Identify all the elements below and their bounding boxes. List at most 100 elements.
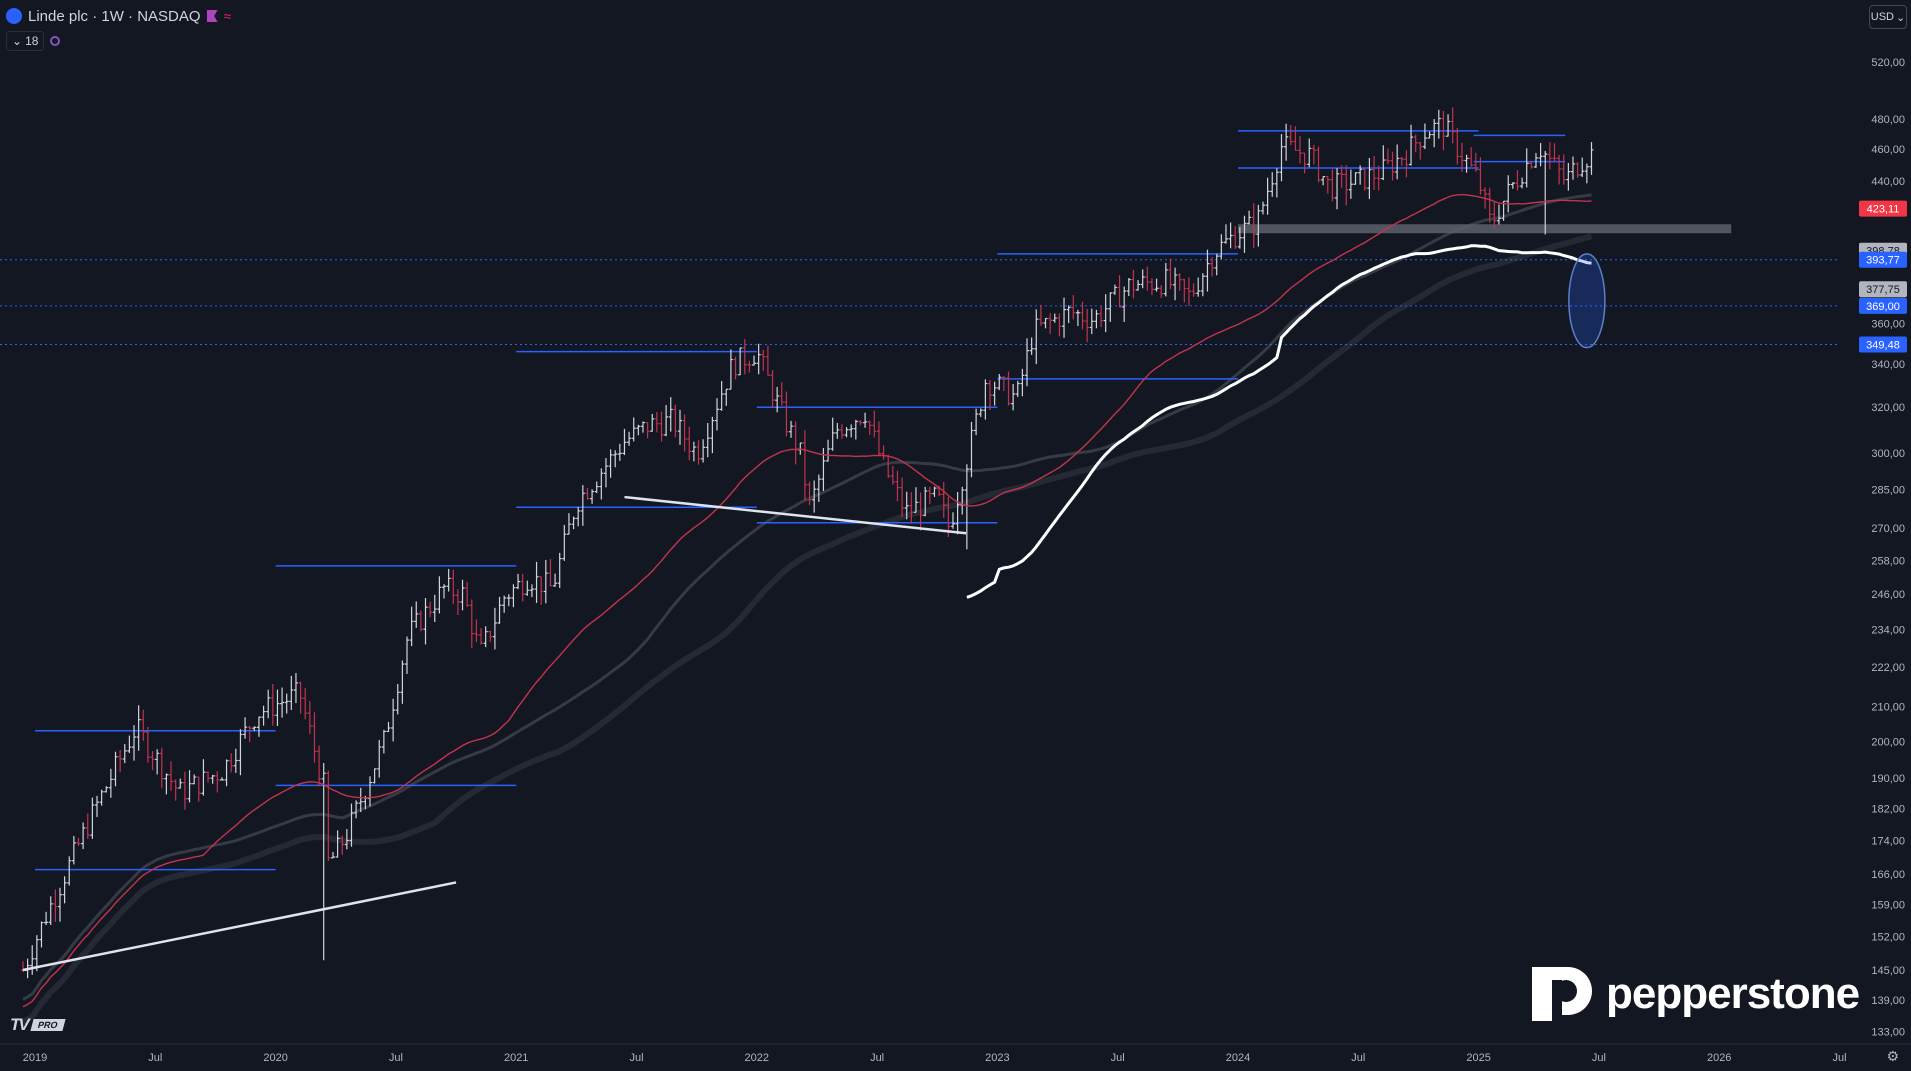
ohlc-bar [904,491,909,520]
ohlc-bar [1325,175,1330,194]
ohlc-bar [377,739,382,778]
ohlc-bar [1191,283,1196,297]
ohlc-bar [1126,278,1131,297]
settings-circle-icon[interactable] [50,36,61,46]
ohlc-bar [187,770,192,803]
ohlc-bar [562,524,567,561]
ohlc-bar [275,689,280,726]
ohlc-bar [1399,157,1404,166]
ohlc-bar [118,749,123,773]
symbol-header[interactable]: Linde plc · 1W · NASDAQ ≈ [6,6,231,26]
ohlc-bar [1344,165,1349,206]
ohlc-bar [1001,376,1006,392]
price-axis[interactable]: 520,00480,00460,00440,00400,00360,00340,… [1859,57,1907,1038]
ohlc-bar [923,486,928,517]
ohlc-bar [983,379,988,420]
y-tick-label: 200,00 [1871,736,1905,748]
ohlc-bar [747,360,752,373]
ohlc-bar [1376,165,1381,191]
chevron-down-icon: ⌄ [12,34,23,48]
ohlc-bar [405,636,410,674]
ohlc-bar [1353,172,1358,185]
y-tick-label: 145,00 [1871,965,1905,977]
ohlc-bar [1469,147,1474,167]
time-axis[interactable]: 2019 Jul 2020 Jul 2021 Jul 2022 Jul 2023 Jul 2024 J… [0,1043,1911,1064]
ohlc-bar [1196,277,1201,297]
drawings[interactable] [22,253,1606,972]
ohlc-bar [1131,269,1136,299]
ohlc-bar [1219,234,1224,260]
ohlc-bar [770,370,775,409]
x-tick-label: 2023 [985,1052,1009,1064]
ohlc-bar [594,481,599,494]
ohlc-bar [1367,157,1372,200]
y-tick-label: 300,00 [1871,448,1905,460]
ohlc-bar [1075,309,1080,327]
ohlc-bar [108,768,113,798]
ohlc-bar [1265,177,1270,215]
ohlc-bar [789,420,794,438]
gear-icon[interactable]: ⚙ [1886,1048,1899,1064]
ohlc-bar [506,594,511,607]
y-tick-label: 340,00 [1871,359,1905,371]
ohlc-bar [779,382,784,406]
ohlc-bar [1348,169,1353,199]
ohlc-bar [1237,227,1242,249]
ohlc-bar [446,568,451,592]
ohlc-bar [224,759,229,787]
ohlc-bar [1432,119,1437,148]
y-tick-label: 159,00 [1871,899,1905,911]
currency-select[interactable]: USD ⌄ [1869,5,1907,29]
ohlc-bar [372,768,377,784]
ohlc-bar [705,423,710,458]
price-bars [20,107,1594,979]
ohlc-bar [687,426,692,461]
price-tag-label: 393,77 [1866,255,1900,267]
ohlc-bar [455,589,460,616]
ohlc-bar [136,705,141,751]
ohlc-bar [67,856,72,886]
ohlc-bar [349,803,354,847]
x-tick-label: Jul [629,1052,643,1064]
ohlc-bar [752,355,757,366]
ohlc-bar [1316,146,1321,183]
ohlc-bar [1149,278,1154,296]
ohlc-bar [909,492,914,524]
symbol-title[interactable]: Linde plc · 1W · NASDAQ [28,7,201,25]
ohlc-bar [492,607,497,650]
ohlc-bar [1561,154,1566,185]
ohlc-bar [872,410,877,438]
ohlc-bar [895,470,900,502]
ohlc-bar [585,487,590,500]
flag-icon[interactable] [206,10,218,22]
wave-icon[interactable]: ≈ [223,8,232,24]
ohlc-bar [553,573,558,587]
ohlc-bar [335,830,340,858]
ohlc-bar [1242,215,1247,253]
ohlc-bar [613,450,618,468]
ohlc-bar [590,489,595,504]
ohlc-bar [1122,286,1127,322]
price-tag-box [1859,251,1907,268]
ohlc-bar [261,705,266,726]
ohlc-bar [858,420,863,426]
ohlc-bar [178,778,183,789]
ohlc-bar [1450,107,1455,144]
ohlc-bar [1589,142,1594,175]
y-tick-label: 270,00 [1871,523,1905,535]
ohlc-bar [1496,204,1501,225]
ohlc-bar [1459,142,1464,172]
ohlc-bar [775,386,780,413]
y-tick-label: 480,00 [1871,114,1905,126]
ohlc-bar [1205,249,1210,292]
y-tick-label: 258,00 [1871,555,1905,567]
price-tag-label: 423,11 [1867,204,1900,216]
ohlc-bar [701,439,706,463]
ohlc-bar [1071,295,1076,320]
indicators-toggle-button[interactable]: ⌄ 18 [6,31,45,51]
ohlc-bar [293,673,298,704]
ohlc-bar [423,598,428,645]
price-tag-box [1859,281,1907,298]
ohlc-bar [1182,278,1187,303]
